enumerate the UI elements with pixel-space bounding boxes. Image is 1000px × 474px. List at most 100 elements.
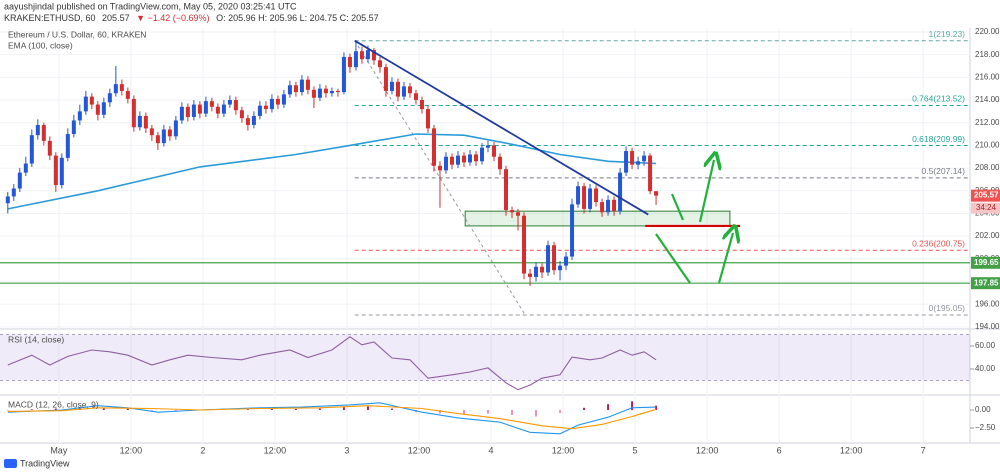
candle-body	[23, 163, 28, 173]
y-tick-label: 218.00	[975, 50, 1000, 59]
candle-body	[257, 105, 262, 116]
y-tick-label: 220.00	[975, 27, 1000, 36]
rsi-line	[7, 336, 657, 391]
support-zone	[464, 210, 731, 227]
candle-body	[383, 67, 388, 91]
candle-body	[618, 172, 623, 212]
signal-line	[7, 405, 657, 430]
candle-body	[419, 100, 424, 110]
macd-histogram-bar	[462, 409, 465, 415]
candle-body	[143, 115, 148, 129]
y-tick-label: 216.00	[975, 72, 1000, 81]
candle-body	[317, 88, 322, 98]
macd-histogram-bar	[6, 409, 9, 411]
candle-body	[504, 169, 509, 211]
candle-body	[35, 124, 40, 136]
candle-body	[479, 147, 484, 162]
candle-body	[11, 188, 16, 197]
x-tick-label: 5	[633, 445, 638, 455]
candle-body	[59, 157, 64, 186]
candle-body	[17, 172, 22, 189]
macd-histogram-bar	[511, 409, 514, 416]
candle-body	[281, 94, 286, 105]
candle-body	[137, 115, 142, 128]
symbol: KRAKEN:ETHUSD, 60	[4, 13, 96, 23]
candle-body	[149, 128, 154, 136]
candle-body	[269, 98, 274, 110]
candle-body	[594, 188, 599, 203]
candle-body	[395, 81, 400, 97]
level-label: 199.65	[974, 258, 999, 267]
candle-body	[522, 215, 527, 274]
candle-body	[588, 188, 593, 209]
candle-body	[107, 93, 112, 103]
candle-body	[558, 265, 563, 271]
candle-body	[498, 156, 503, 170]
candle-body	[95, 104, 100, 115]
candle-body	[305, 79, 310, 90]
legend-ema: EMA (100, close)	[8, 40, 73, 50]
x-tick-label: 7	[921, 445, 926, 455]
candle-body	[215, 106, 220, 114]
publisher-line: aayushjindal published on TradingView.co…	[4, 1, 297, 11]
macd-histogram-bar	[30, 409, 33, 410]
candle-body	[510, 210, 515, 213]
x-tick-label: 12:00	[696, 445, 719, 455]
candle-body	[636, 161, 641, 165]
candle-body	[341, 56, 346, 93]
footer: TradingView	[20, 458, 70, 468]
macd-histogram-bar	[342, 407, 345, 410]
x-tick-label: 3	[344, 445, 349, 455]
candle-body	[648, 155, 653, 192]
candle-body	[65, 134, 70, 158]
candle-body	[365, 50, 370, 60]
candle-body	[425, 109, 430, 129]
x-tick-label: 12:00	[552, 445, 575, 455]
candle-body	[287, 85, 292, 95]
candle-body	[185, 106, 190, 118]
arrow	[698, 160, 714, 223]
candle-body	[606, 199, 611, 213]
candle-body	[570, 204, 575, 257]
level-box	[971, 277, 1000, 290]
x-tick-label: 12:00	[264, 445, 287, 455]
candle-body	[119, 84, 124, 91]
fib-label: 0.618(209.99)	[912, 134, 965, 144]
macd-histogram-bar	[535, 409, 538, 417]
macd-histogram-bar	[438, 409, 441, 414]
y-tick-label: 212.00	[975, 118, 1000, 127]
candle-body	[486, 145, 491, 148]
macd-histogram-bar	[270, 408, 273, 410]
candle-body	[155, 135, 160, 144]
candle-body	[161, 129, 166, 144]
candle-body	[227, 100, 232, 105]
rsi-label: RSI (14, close)	[8, 334, 64, 344]
candle-body	[455, 155, 460, 165]
rsi-tick-label: 60.00	[975, 341, 996, 350]
candle-body	[552, 245, 557, 271]
macd-histogram-bar	[487, 409, 490, 414]
y-tick-label: 208.00	[975, 163, 1000, 172]
candle-body	[443, 156, 448, 171]
candle-body	[209, 101, 214, 107]
candle-body	[125, 90, 130, 99]
change: ▼ −1.42 (−0.69%)	[136, 13, 209, 23]
fib-label: 0(195.05)	[929, 303, 966, 313]
macd-histogram-bar	[318, 408, 321, 410]
symbol-line: KRAKEN:ETHUSD, 60 205.57 ▼ −1.42 (−0.69%…	[4, 13, 379, 23]
macd-histogram-bar	[102, 407, 105, 410]
countdown-box	[971, 202, 1000, 214]
macd-histogram-bar	[655, 405, 658, 410]
candle-body	[377, 60, 382, 68]
candle-body	[461, 155, 466, 163]
macd-tick-label: 0.00	[975, 405, 991, 414]
candle-body	[600, 202, 605, 213]
candle-body	[131, 98, 136, 128]
candle-body	[335, 90, 340, 93]
macd-histogram-bar	[559, 409, 562, 413]
candle-body	[534, 266, 539, 277]
candle-body	[353, 51, 358, 68]
y-tick-label: 196.00	[975, 299, 1000, 308]
arrows	[655, 160, 733, 284]
